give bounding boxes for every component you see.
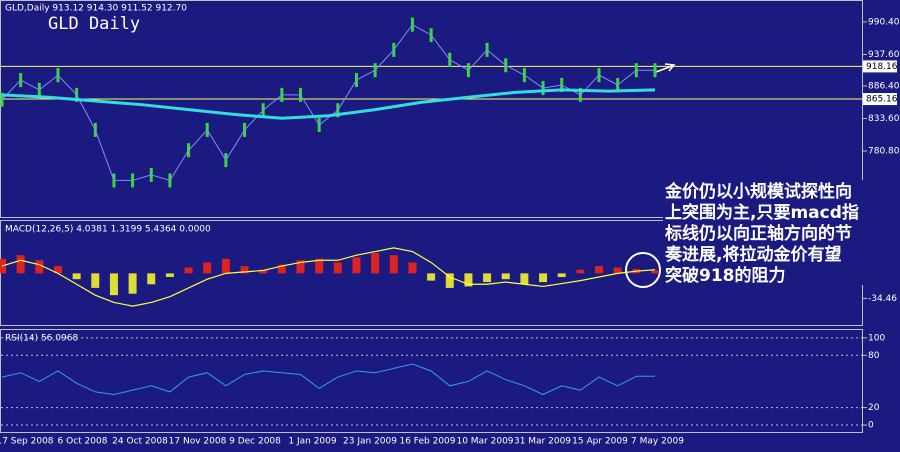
x-tick-label: 17 Sep 2008 xyxy=(0,437,54,447)
macd-bar xyxy=(296,260,305,274)
level-tag xyxy=(863,93,897,106)
level-label: 865.16 xyxy=(866,95,898,105)
macd-bar xyxy=(445,273,454,288)
macd-bar xyxy=(184,267,193,274)
annotation-bg xyxy=(663,201,895,222)
macd-bar xyxy=(315,258,324,274)
y-tick-label: 780.80 xyxy=(868,146,900,156)
macd-bar xyxy=(427,273,436,281)
level-label: 918.16 xyxy=(866,62,898,72)
annotation: 金价仍以小规模试探性向 xyxy=(664,181,852,202)
header: GLD,Daily 913.12 914.30 911.52 912.70 xyxy=(5,4,187,14)
macd-bar xyxy=(333,262,342,274)
y-tick-label: 990.40 xyxy=(868,17,900,27)
y-tick-label: 886.40 xyxy=(868,81,900,91)
x-tick-label: 10 Mar 2009 xyxy=(456,437,513,447)
highlight-circle xyxy=(625,252,661,288)
x-tick-label: 31 Mar 2009 xyxy=(514,437,571,447)
macd-bar xyxy=(613,267,622,274)
macd-bar xyxy=(147,273,156,285)
annotation-bg xyxy=(663,264,895,285)
annotation-bg xyxy=(663,180,895,201)
y-tick-label: 937.60 xyxy=(868,50,900,60)
price-line xyxy=(1,23,655,182)
level-tag xyxy=(863,60,897,73)
y-tick-label: 0 xyxy=(868,421,874,431)
macd-bar xyxy=(53,266,62,274)
macd-bar xyxy=(128,273,137,294)
x-tick-label: 17 Nov 2008 xyxy=(169,437,227,447)
annotation-bg xyxy=(663,243,895,264)
y-tick-label: 833.60 xyxy=(868,114,900,124)
macd-bar xyxy=(91,273,100,288)
price-panel xyxy=(0,0,863,218)
chart-title: GLD Daily xyxy=(48,14,140,34)
x-tick-label: 16 Feb 2009 xyxy=(399,437,455,447)
macd-bar xyxy=(352,257,361,274)
x-tick-label: 15 Apr 2009 xyxy=(572,437,628,447)
y-tick-label: 100 xyxy=(868,333,885,343)
macd-bar xyxy=(651,270,659,274)
macd-signal xyxy=(1,247,656,307)
macd-bar xyxy=(16,255,25,274)
moving-average xyxy=(1,88,656,120)
x-tick-label: 23 Jan 2009 xyxy=(343,437,397,447)
y-tick-label: -34.46 xyxy=(868,294,897,304)
annotation: 标线仍以向正轴方向的节 xyxy=(665,223,852,244)
macd-bar xyxy=(408,262,417,274)
macd-bar xyxy=(501,273,510,280)
macd-bar xyxy=(371,253,380,274)
macd-bar xyxy=(240,266,249,274)
y-tick-label: 20 xyxy=(868,403,880,413)
macd-bar xyxy=(165,273,174,277)
macd-bar xyxy=(595,266,604,274)
macd-bar xyxy=(259,269,268,274)
rsi-line xyxy=(1,363,655,396)
x-tick-label: 6 Oct 2008 xyxy=(58,437,108,447)
annotation-bg xyxy=(663,222,895,243)
macd-bar xyxy=(109,273,118,296)
macd-bar xyxy=(203,262,212,274)
macd-bar xyxy=(277,264,286,274)
macd-bar xyxy=(557,273,566,277)
y-tick-label: 80 xyxy=(868,351,880,361)
macd-bar xyxy=(576,269,585,274)
annotation: 上突围为主,只要macd指 xyxy=(665,202,859,223)
rsi-panel xyxy=(0,329,863,433)
x-tick-label: 9 Dec 2008 xyxy=(229,437,281,447)
x-tick-label: 1 Jan 2009 xyxy=(288,437,336,447)
macd-bar xyxy=(520,273,529,285)
macd-bar xyxy=(389,255,398,274)
macd-bar xyxy=(483,273,492,283)
annotation: 突破918的阻力 xyxy=(665,265,786,286)
macd-bar xyxy=(35,260,44,274)
macd-bar xyxy=(221,258,230,274)
rsi-label: RSI(14) 56.0968 xyxy=(5,334,78,344)
macd-label: MACD(12,26,5) 4.0381 1.3199 5.4364 0.000… xyxy=(5,225,211,235)
x-tick-label: 7 May 2009 xyxy=(631,437,684,447)
macd-bar xyxy=(539,273,548,283)
arrow xyxy=(655,63,676,73)
macd-bar xyxy=(72,273,81,280)
macd-bar xyxy=(464,273,473,287)
annotation: 奏进展,将拉动金价有望 xyxy=(664,244,841,265)
x-tick-label: 24 Oct 2008 xyxy=(112,437,168,447)
